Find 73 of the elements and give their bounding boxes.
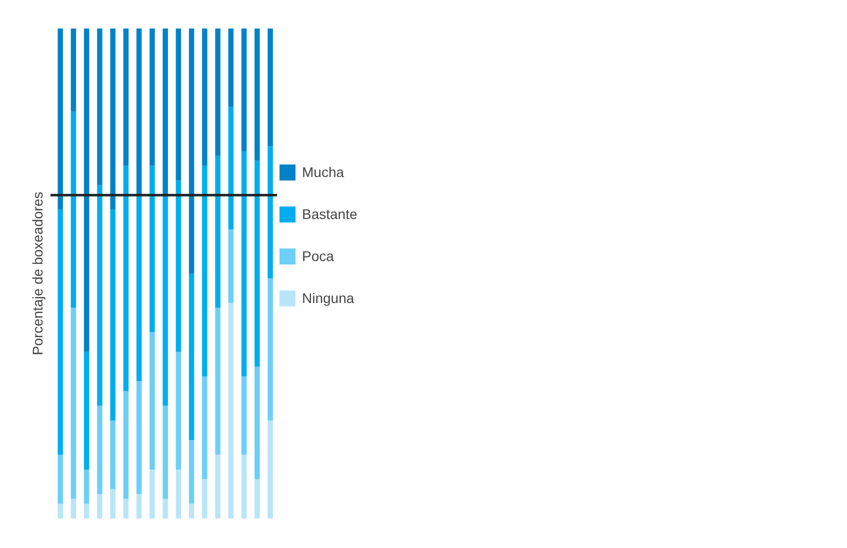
bar	[110, 28, 116, 210]
bar	[241, 376, 247, 455]
bar	[254, 160, 260, 367]
bar	[202, 166, 208, 376]
legend-label: Poca	[302, 248, 334, 264]
bar	[188, 440, 194, 504]
bar	[228, 302, 234, 518]
bar	[150, 470, 155, 518]
bar	[84, 470, 90, 504]
bar	[228, 229, 234, 303]
bar	[97, 28, 102, 186]
bar	[176, 352, 182, 470]
bar	[70, 28, 76, 112]
bar	[228, 28, 234, 107]
bar	[84, 28, 90, 352]
bar	[268, 420, 273, 518]
bar	[215, 308, 220, 455]
legend-label: Mucha	[302, 164, 344, 180]
bar	[268, 278, 273, 420]
bar	[123, 28, 129, 166]
bar	[110, 210, 116, 420]
bar	[97, 406, 102, 494]
bar	[228, 106, 234, 230]
bar	[84, 352, 90, 470]
bar	[150, 28, 155, 166]
bar	[162, 498, 168, 518]
bar	[97, 185, 102, 406]
bar	[123, 166, 129, 392]
bar	[268, 28, 273, 146]
bar	[215, 28, 220, 156]
bar	[58, 28, 63, 210]
bar	[202, 376, 208, 480]
bar	[70, 308, 76, 499]
bar	[162, 195, 168, 406]
bar	[58, 454, 63, 504]
bar	[268, 146, 273, 278]
bar	[202, 479, 208, 518]
bar	[176, 28, 182, 180]
bar	[176, 470, 182, 518]
y-axis-title: Porcentaje de boxeadores	[30, 192, 46, 356]
bar	[150, 332, 155, 470]
bar	[254, 366, 260, 480]
bar	[202, 28, 208, 166]
bar	[84, 504, 90, 518]
bar	[136, 381, 142, 494]
bar	[254, 28, 260, 161]
bar	[136, 195, 142, 382]
bar	[136, 494, 142, 518]
bar	[110, 420, 116, 490]
bar	[254, 479, 260, 518]
bar	[241, 454, 247, 518]
bar	[58, 504, 63, 518]
bar	[150, 166, 155, 332]
legend-label: Bastante	[302, 206, 358, 222]
bar	[188, 504, 194, 518]
bar	[215, 156, 220, 308]
bar	[176, 180, 182, 352]
bar	[123, 391, 129, 499]
bar	[188, 28, 194, 274]
bar	[188, 274, 194, 440]
bar	[110, 489, 116, 518]
bar	[70, 112, 76, 308]
bar	[70, 498, 76, 518]
bar	[162, 28, 168, 196]
bar	[136, 28, 142, 196]
bar	[162, 406, 168, 499]
bar	[241, 28, 247, 151]
legend-label: Ninguna	[302, 290, 354, 306]
bar	[215, 454, 220, 518]
bar	[123, 498, 129, 518]
bar	[241, 151, 247, 376]
bar	[58, 210, 63, 455]
bar	[97, 494, 102, 518]
